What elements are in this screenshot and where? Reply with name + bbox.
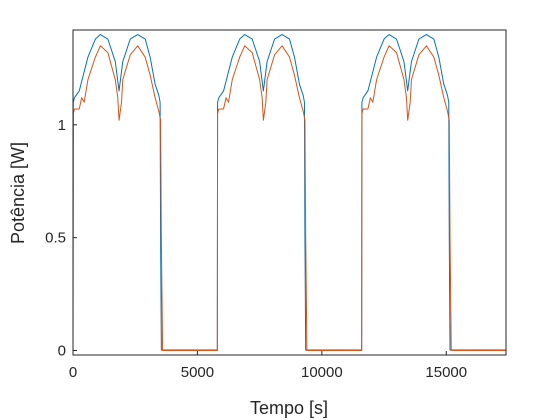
x-tick-label: 5000	[181, 364, 214, 381]
x-axis-label: Tempo [s]	[250, 398, 328, 418]
y-tick-label: 1	[58, 117, 66, 134]
y-tick-label: 0.5	[45, 230, 66, 247]
series-2-line	[73, 45, 506, 351]
x-tick-label: 15000	[425, 364, 467, 381]
series-layer	[73, 34, 506, 351]
tick-layer: 0 5000 10000 15000 0 0.5 1	[45, 117, 467, 381]
x-tick-label: 10000	[301, 364, 343, 381]
x-tick-label: 0	[69, 364, 77, 381]
y-tick-label: 0	[58, 342, 66, 359]
axes-box	[72, 29, 507, 356]
y-axis-label: Potência [W]	[8, 142, 28, 244]
series-1-line	[73, 34, 506, 351]
